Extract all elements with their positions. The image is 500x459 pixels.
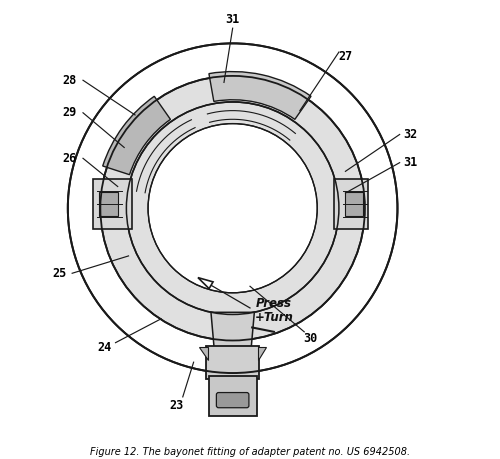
Polygon shape <box>198 278 213 289</box>
Text: 23: 23 <box>169 399 184 412</box>
Text: +Turn: +Turn <box>254 311 294 324</box>
Polygon shape <box>258 347 266 360</box>
FancyBboxPatch shape <box>98 192 117 216</box>
Polygon shape <box>199 347 207 360</box>
Text: 32: 32 <box>404 128 417 141</box>
Text: 29: 29 <box>63 106 77 119</box>
FancyBboxPatch shape <box>206 346 259 379</box>
Text: Figure 12. The bayonet fitting of adapter patent no. US 6942508.: Figure 12. The bayonet fitting of adapte… <box>90 447 410 457</box>
Polygon shape <box>211 312 254 349</box>
Circle shape <box>150 126 315 291</box>
FancyBboxPatch shape <box>344 192 363 216</box>
Text: 24: 24 <box>98 341 112 353</box>
Wedge shape <box>100 76 365 341</box>
FancyBboxPatch shape <box>208 376 256 415</box>
FancyBboxPatch shape <box>93 179 132 229</box>
Text: 26: 26 <box>63 152 77 165</box>
Circle shape <box>148 123 317 293</box>
Text: 27: 27 <box>338 50 352 63</box>
Text: 25: 25 <box>52 267 66 280</box>
FancyBboxPatch shape <box>334 179 368 229</box>
Wedge shape <box>209 72 311 119</box>
Text: 28: 28 <box>63 74 77 87</box>
Text: Press: Press <box>256 297 292 310</box>
Wedge shape <box>102 96 170 175</box>
Text: 31: 31 <box>226 13 240 26</box>
Text: 31: 31 <box>404 156 417 169</box>
Text: 30: 30 <box>304 332 318 345</box>
FancyBboxPatch shape <box>216 392 249 408</box>
